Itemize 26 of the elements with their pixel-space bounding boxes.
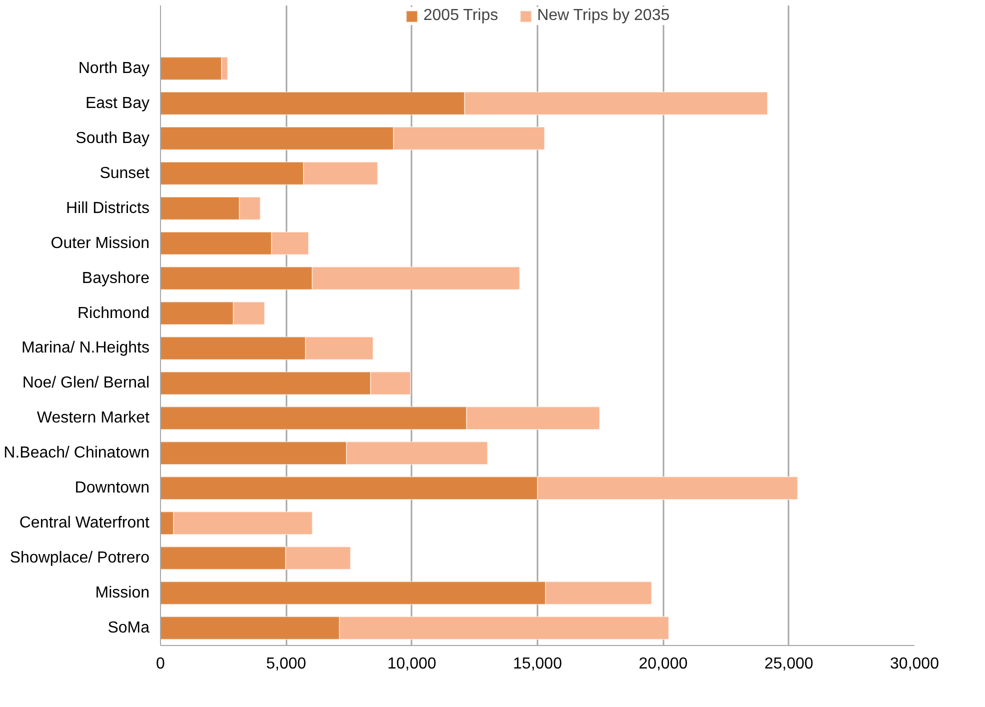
y-tick-label: Central Waterfront — [19, 514, 150, 532]
y-tick-label: Downtown — [74, 480, 150, 497]
legend-label: 2005 Trips — [423, 7, 498, 25]
x-tick-label: 0 — [156, 656, 166, 672]
y-tick-label: Noe/ Glen/ Bernal — [22, 374, 150, 392]
y-tick-label: Richmond — [77, 304, 150, 322]
x-tick-label: 5,000 — [266, 656, 306, 672]
legend-label: New Trips by 2035 — [537, 7, 670, 25]
y-tick-label: East Bay — [85, 94, 150, 112]
x-tick-label: 20,000 — [638, 656, 688, 672]
x-tick-label: 25,000 — [764, 656, 814, 672]
x-tick-label: 30,000 — [890, 656, 940, 672]
y-tick-label: N.Beach/ Chinatown — [4, 444, 150, 462]
y-tick-label: Showplace/ Potrero — [10, 550, 150, 567]
y-tick-label: Hill Districts — [66, 200, 150, 217]
y-tick-label: North Bay — [78, 60, 150, 77]
y-tick-label: SoMa — [108, 620, 150, 637]
y-tick-label: Marina/ N.Heights — [21, 340, 150, 357]
y-tick-label: Western Market — [36, 410, 150, 427]
y-tick-label: Sunset — [100, 164, 150, 182]
x-tick-label: 15,000 — [513, 656, 562, 672]
y-tick-label: Mission — [95, 584, 150, 602]
y-tick-label: Outer Mission — [50, 234, 150, 252]
x-tick-label: 10,000 — [387, 656, 436, 672]
y-tick-label: South Bay — [76, 130, 150, 147]
y-tick-label: Bayshore — [82, 270, 150, 287]
